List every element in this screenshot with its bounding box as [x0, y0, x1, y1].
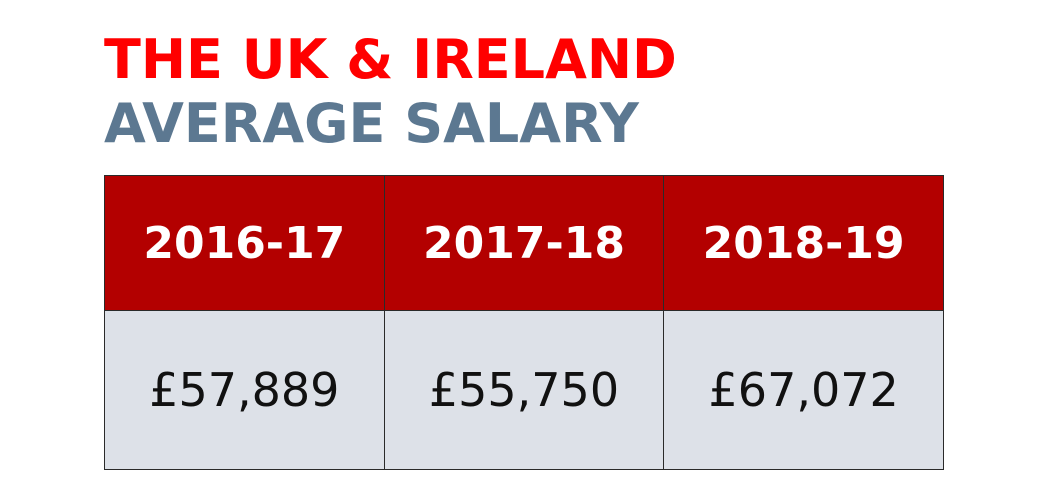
value-cell-2016-17: £57,889	[104, 310, 385, 470]
chart-title-line-2: AVERAGE SALARY	[104, 92, 639, 155]
header-cell-2018-19: 2018-19	[663, 175, 944, 311]
salary-table: 2016-17 2017-18 2018-19 £57,889 £55,750 …	[104, 175, 944, 470]
value-cell-2017-18: £55,750	[383, 310, 665, 470]
table-value-row: £57,889 £55,750 £67,072	[104, 310, 944, 470]
chart-title-line-1: THE UK & IRELAND	[104, 28, 677, 91]
table-header-row: 2016-17 2017-18 2018-19	[104, 175, 944, 311]
header-cell-2017-18: 2017-18	[383, 175, 665, 311]
value-cell-2018-19: £67,072	[663, 310, 944, 470]
header-cell-2016-17: 2016-17	[104, 175, 385, 311]
